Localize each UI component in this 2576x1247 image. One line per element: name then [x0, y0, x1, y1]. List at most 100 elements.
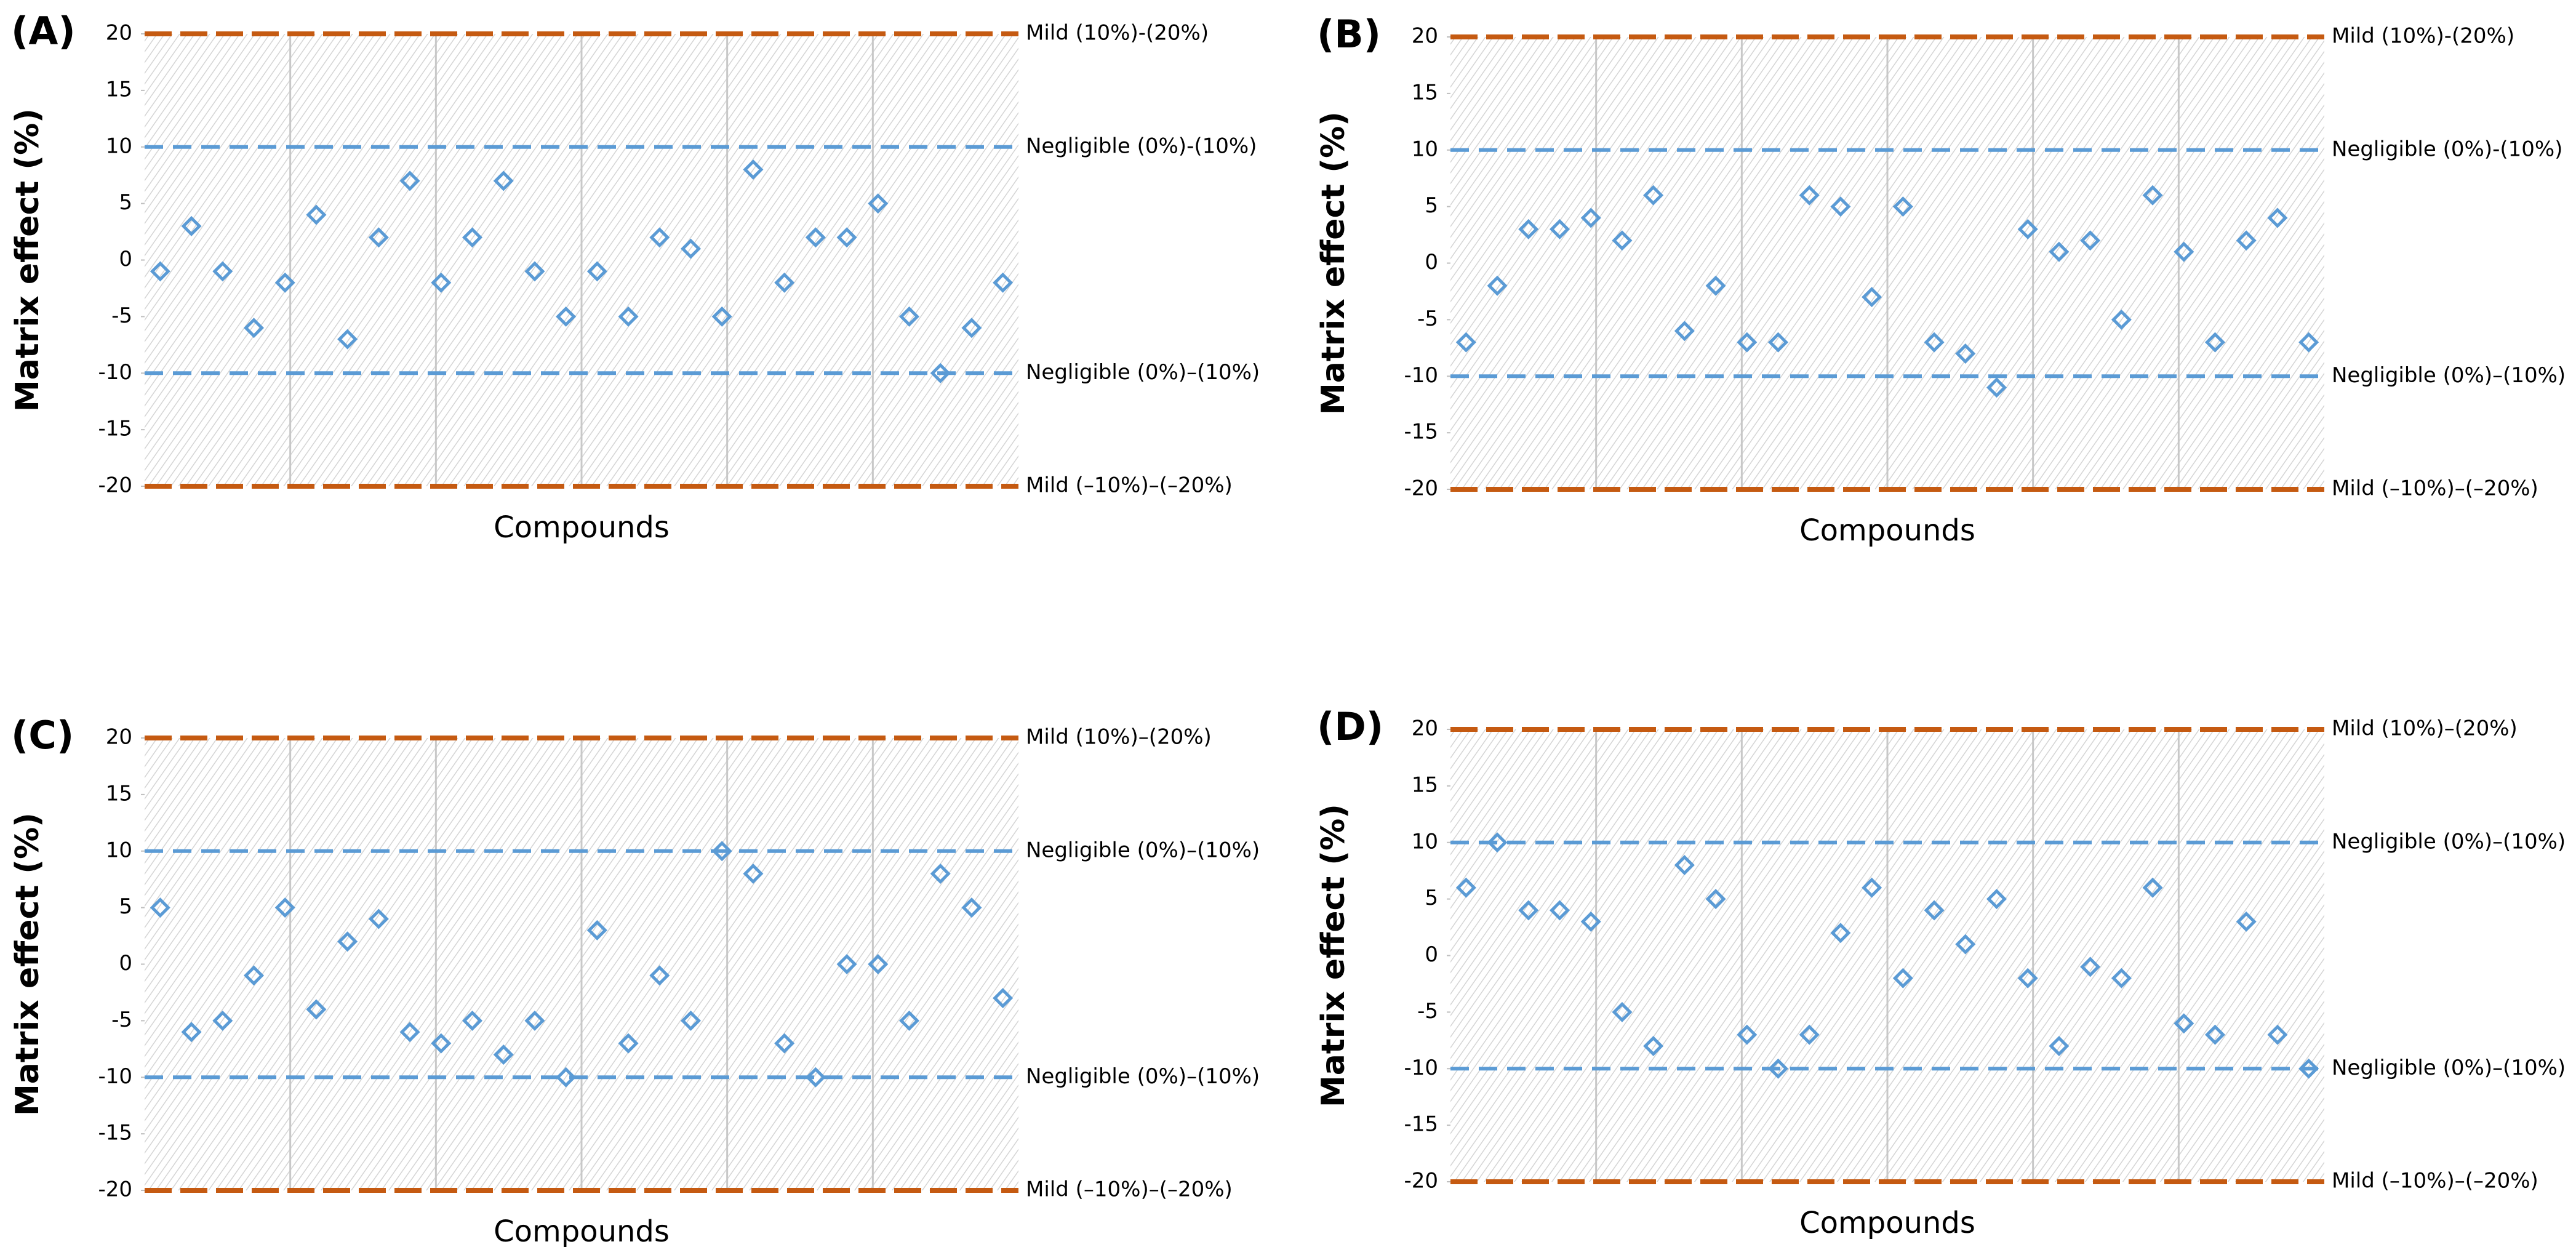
data-point — [1549, 219, 1570, 239]
data-point — [2017, 219, 2038, 239]
data-point — [961, 897, 982, 918]
data-point — [150, 897, 170, 918]
data-point — [586, 261, 607, 282]
y-tick-label: -5 — [111, 303, 132, 328]
data-point — [805, 1067, 826, 1088]
panel: -20 -15 -10 -5 0 5 10 15 20 Mild (10%)–(20%) Negli… — [9, 713, 1260, 1247]
reference-label: Negligible (0%)-(10%) — [2332, 137, 2562, 161]
reference-label: Negligible (0%)–(10%) — [2332, 829, 2566, 854]
data-point — [493, 1044, 514, 1065]
data-point — [399, 170, 420, 191]
data-point — [556, 306, 577, 327]
data-point — [1924, 900, 1945, 921]
data-point — [1862, 877, 1882, 898]
data-point — [1455, 877, 1476, 898]
y-tick-label: -15 — [1404, 1112, 1438, 1137]
y-tick-label: -15 — [98, 417, 132, 441]
data-point — [1799, 1024, 1820, 1045]
data-point — [274, 897, 295, 918]
data-point — [2017, 968, 2038, 988]
data-point — [2267, 207, 2288, 228]
data-point — [1518, 900, 1539, 921]
y-tick-label: -20 — [98, 473, 132, 498]
data-point — [243, 965, 265, 986]
data-point — [2142, 877, 2163, 898]
data-point — [337, 931, 358, 952]
data-point — [2080, 956, 2101, 977]
y-tick-label: 5 — [119, 894, 132, 919]
data-point — [993, 988, 1014, 1009]
data-point — [649, 227, 670, 248]
panel: -20 -15 -10 -5 0 5 10 15 20 Mild (10%)-(20%) Negli… — [1315, 12, 2566, 548]
data-point — [993, 272, 1014, 293]
y-tick-label: 20 — [1412, 24, 1438, 49]
data-point — [774, 1033, 795, 1054]
data-point — [711, 841, 732, 862]
data-point — [212, 261, 233, 282]
reference-label: Mild (10%)–(20%) — [1026, 725, 1212, 750]
panel: -20 -15 -10 -5 0 5 10 15 20 Mild (10%)–(20%) Negli… — [1315, 704, 2566, 1240]
data-point — [431, 1033, 452, 1054]
data-point — [524, 1010, 545, 1031]
data-point — [1580, 207, 1601, 228]
data-point — [868, 193, 889, 214]
data-point — [2111, 309, 2132, 330]
y-tick-label: -5 — [1417, 307, 1438, 331]
data-point — [1892, 968, 1913, 988]
y-tick-label: 20 — [106, 725, 132, 750]
data-point — [212, 1010, 233, 1031]
reference-label: Mild (–10%)–(–20%) — [2332, 1169, 2538, 1193]
data-point — [836, 953, 857, 975]
data-point — [2174, 1013, 2194, 1034]
data-point — [306, 204, 327, 225]
panel-label: (D) — [1317, 704, 1383, 749]
reference-label: Negligible (0%)-(10%) — [1026, 134, 1257, 158]
y-tick-label: 15 — [106, 781, 132, 806]
y-tick-label: 0 — [1425, 942, 1438, 967]
data-point — [2204, 332, 2226, 353]
data-point — [493, 170, 514, 191]
y-axis-title: Matrix effect (%) — [9, 108, 46, 412]
data-point — [337, 329, 358, 350]
reference-label: Negligible (0%)–(10%) — [2332, 1056, 2566, 1080]
data-point — [150, 261, 170, 282]
reference-label: Mild (–10%)–(–20%) — [1026, 473, 1233, 498]
data-point — [1549, 900, 1570, 921]
data-point — [2174, 241, 2194, 262]
data-point — [1612, 230, 1633, 251]
data-point — [2298, 1058, 2319, 1079]
y-tick-label: 5 — [119, 190, 132, 215]
data-point — [1674, 854, 1695, 876]
data-point — [586, 920, 607, 940]
data-point — [524, 261, 545, 282]
data-point — [181, 1022, 202, 1043]
x-axis-title: Compounds — [494, 1214, 670, 1247]
data-point — [368, 227, 389, 248]
data-point — [1705, 889, 1726, 910]
y-tick-label: 10 — [1412, 829, 1438, 854]
data-point — [1955, 934, 1976, 955]
data-point — [618, 1033, 639, 1054]
data-point — [1986, 889, 2007, 910]
data-point — [2298, 332, 2319, 353]
reference-label: Negligible (0%)–(10%) — [1026, 1064, 1260, 1089]
data-point — [368, 908, 389, 929]
data-point — [2142, 185, 2163, 206]
data-point — [898, 306, 920, 327]
data-point — [680, 1010, 702, 1031]
data-point — [1580, 911, 1601, 932]
data-point — [1643, 1035, 1664, 1057]
y-tick-label: 20 — [106, 21, 132, 46]
data-point — [1924, 332, 1945, 353]
data-point — [2049, 1035, 2070, 1057]
data-point — [743, 159, 764, 180]
x-axis-title: Compounds — [494, 510, 670, 545]
data-point — [462, 227, 483, 248]
y-tick-label: 10 — [1412, 137, 1438, 161]
data-point — [1705, 275, 1726, 296]
y-tick-label: 0 — [119, 247, 132, 271]
data-point — [431, 272, 452, 293]
x-axis-title: Compounds — [1799, 1206, 1975, 1240]
data-point — [1767, 332, 1789, 353]
